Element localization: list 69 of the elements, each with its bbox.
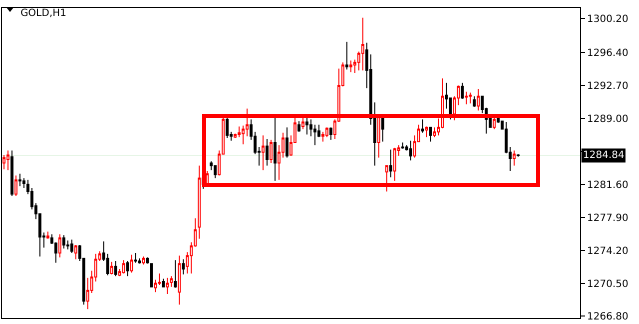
candlestick [460,82,464,100]
candlestick [512,150,516,166]
y-tick-label: 1277.90 [587,212,628,224]
y-tick-label: 1300.20 [587,14,628,26]
y-tick-label: 1281.60 [587,180,628,191]
candlestick [126,260,130,277]
candlestick [298,120,300,132]
candlestick [516,154,520,158]
ref-line-label: 1284.84 [583,150,624,161]
candlestick [174,260,177,288]
candlestick [130,254,134,274]
candlestick [329,126,332,140]
y-tick-label: 1289.00 [587,114,628,125]
candlestick [214,165,217,179]
candlestick [226,116,229,139]
candlestick [409,140,412,161]
candlestick [464,91,468,105]
y-tick-label: 1292.70 [587,81,628,92]
candlestick [262,134,265,171]
candlestick [274,116,277,182]
candlestick [114,260,118,277]
candlestick [345,41,348,70]
candlestick [198,165,201,240]
candlestick [305,116,308,135]
candlestick [385,165,388,192]
candlestick [58,234,62,258]
candlestick [401,142,404,150]
candlestick [472,96,476,108]
candlestick [468,92,472,104]
candlestick [425,126,428,138]
candlestick [70,239,74,254]
candlestick [286,126,288,158]
candlestick [361,17,364,71]
candlestick [492,117,496,130]
y-tick-label: 1266.80 [587,312,628,323]
candlestick [421,118,424,134]
candlestick [393,147,396,182]
candlestick [301,115,304,130]
y-tick-label: 1274.20 [587,246,628,257]
candlestick [134,252,138,264]
candlestick [178,255,181,306]
candlestick [266,138,269,166]
candlestick [10,150,14,196]
candlestick [6,150,10,171]
candlestick [389,149,392,178]
y-tick-label: 1296.40 [587,48,628,60]
candlestick [2,154,6,170]
candlestick [270,139,273,164]
y-tick-label: 1270.50 [587,278,628,290]
candlestick [321,131,324,142]
candlestick [142,256,145,266]
candlestick [14,174,18,196]
candlestick [166,277,169,294]
candlestick [162,278,165,288]
candlestick [18,173,22,187]
candlestick [182,258,185,275]
candlestick [476,88,480,111]
candlestick [381,116,384,142]
candlestick [325,126,328,138]
candlestick [46,231,50,240]
candlestick [22,178,26,188]
candlestick [349,60,352,73]
candlestick [74,244,78,260]
candlestick [170,276,173,288]
candlestick [122,260,126,274]
candlestick [429,126,432,142]
chart-title: GOLD,H1 [20,8,66,20]
candlestick [62,234,66,250]
candlestick [110,261,114,275]
